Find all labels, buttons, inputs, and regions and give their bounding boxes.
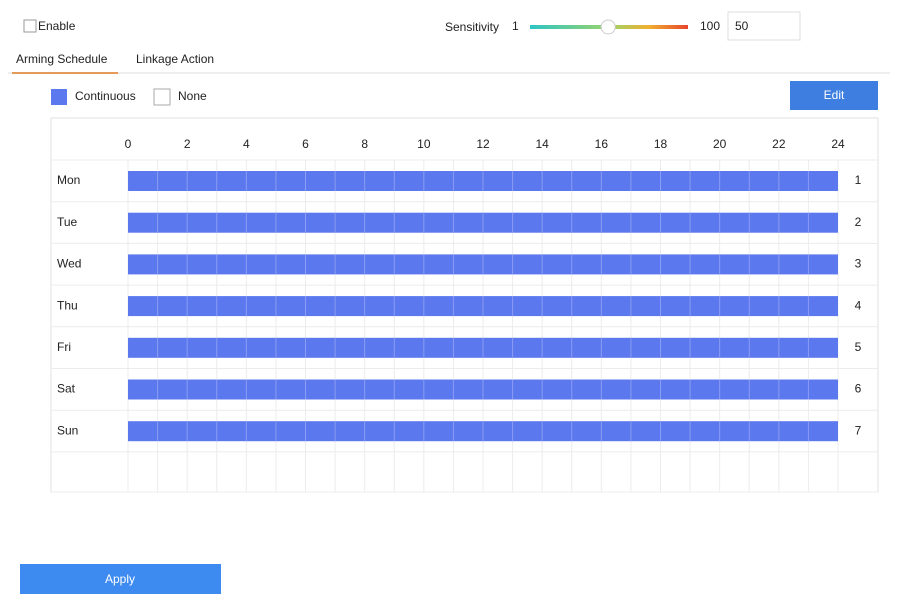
- day-number: 1: [855, 173, 862, 187]
- sensitivity-label: Sensitivity: [445, 20, 499, 34]
- day-number: 4: [855, 298, 862, 312]
- edit-button-label: Edit: [824, 88, 845, 102]
- sensitivity-input[interactable]: [727, 11, 801, 41]
- legend-swatch: [51, 89, 67, 105]
- hour-label: 6: [302, 137, 309, 151]
- hour-label: 22: [772, 137, 786, 151]
- sensitivity-value: 50: [735, 19, 749, 33]
- sensitivity-min: 1: [512, 19, 519, 33]
- day-number: 7: [855, 423, 862, 437]
- day-number: 6: [855, 382, 862, 396]
- day-label: Thu: [57, 298, 78, 312]
- sensitivity-max: 100: [700, 19, 720, 33]
- day-label: Sun: [57, 423, 78, 437]
- hour-label: 2: [184, 137, 191, 151]
- legend-label: Continuous: [75, 89, 136, 103]
- edit-button[interactable]: [790, 81, 878, 110]
- hour-label: 16: [595, 137, 609, 151]
- legend-swatch: [153, 88, 171, 106]
- hour-label: 4: [243, 137, 250, 151]
- enable-checkbox[interactable]: [23, 19, 37, 33]
- day-label: Sat: [57, 382, 76, 396]
- hour-label: 8: [361, 137, 368, 151]
- slider-knob[interactable]: [600, 19, 616, 35]
- day-label: Mon: [57, 173, 80, 187]
- tab[interactable]: Arming Schedule: [16, 52, 108, 66]
- day-label: Wed: [57, 257, 81, 271]
- apply-button-label: Apply: [105, 572, 135, 586]
- hour-label: 0: [125, 137, 132, 151]
- hour-label: 12: [476, 137, 490, 151]
- apply-button[interactable]: [20, 564, 221, 594]
- enable-label: Enable: [38, 19, 76, 33]
- day-number: 3: [855, 257, 862, 271]
- day-number: 5: [855, 340, 862, 354]
- tab[interactable]: Linkage Action: [136, 52, 214, 66]
- hour-label: 18: [654, 137, 668, 151]
- day-label: Fri: [57, 340, 71, 354]
- hour-label: 20: [713, 137, 727, 151]
- hour-label: 24: [831, 137, 845, 151]
- day-label: Tue: [57, 215, 78, 229]
- day-number: 2: [855, 215, 862, 229]
- hour-label: 14: [535, 137, 549, 151]
- hour-label: 10: [417, 137, 431, 151]
- legend-label: None: [178, 89, 207, 103]
